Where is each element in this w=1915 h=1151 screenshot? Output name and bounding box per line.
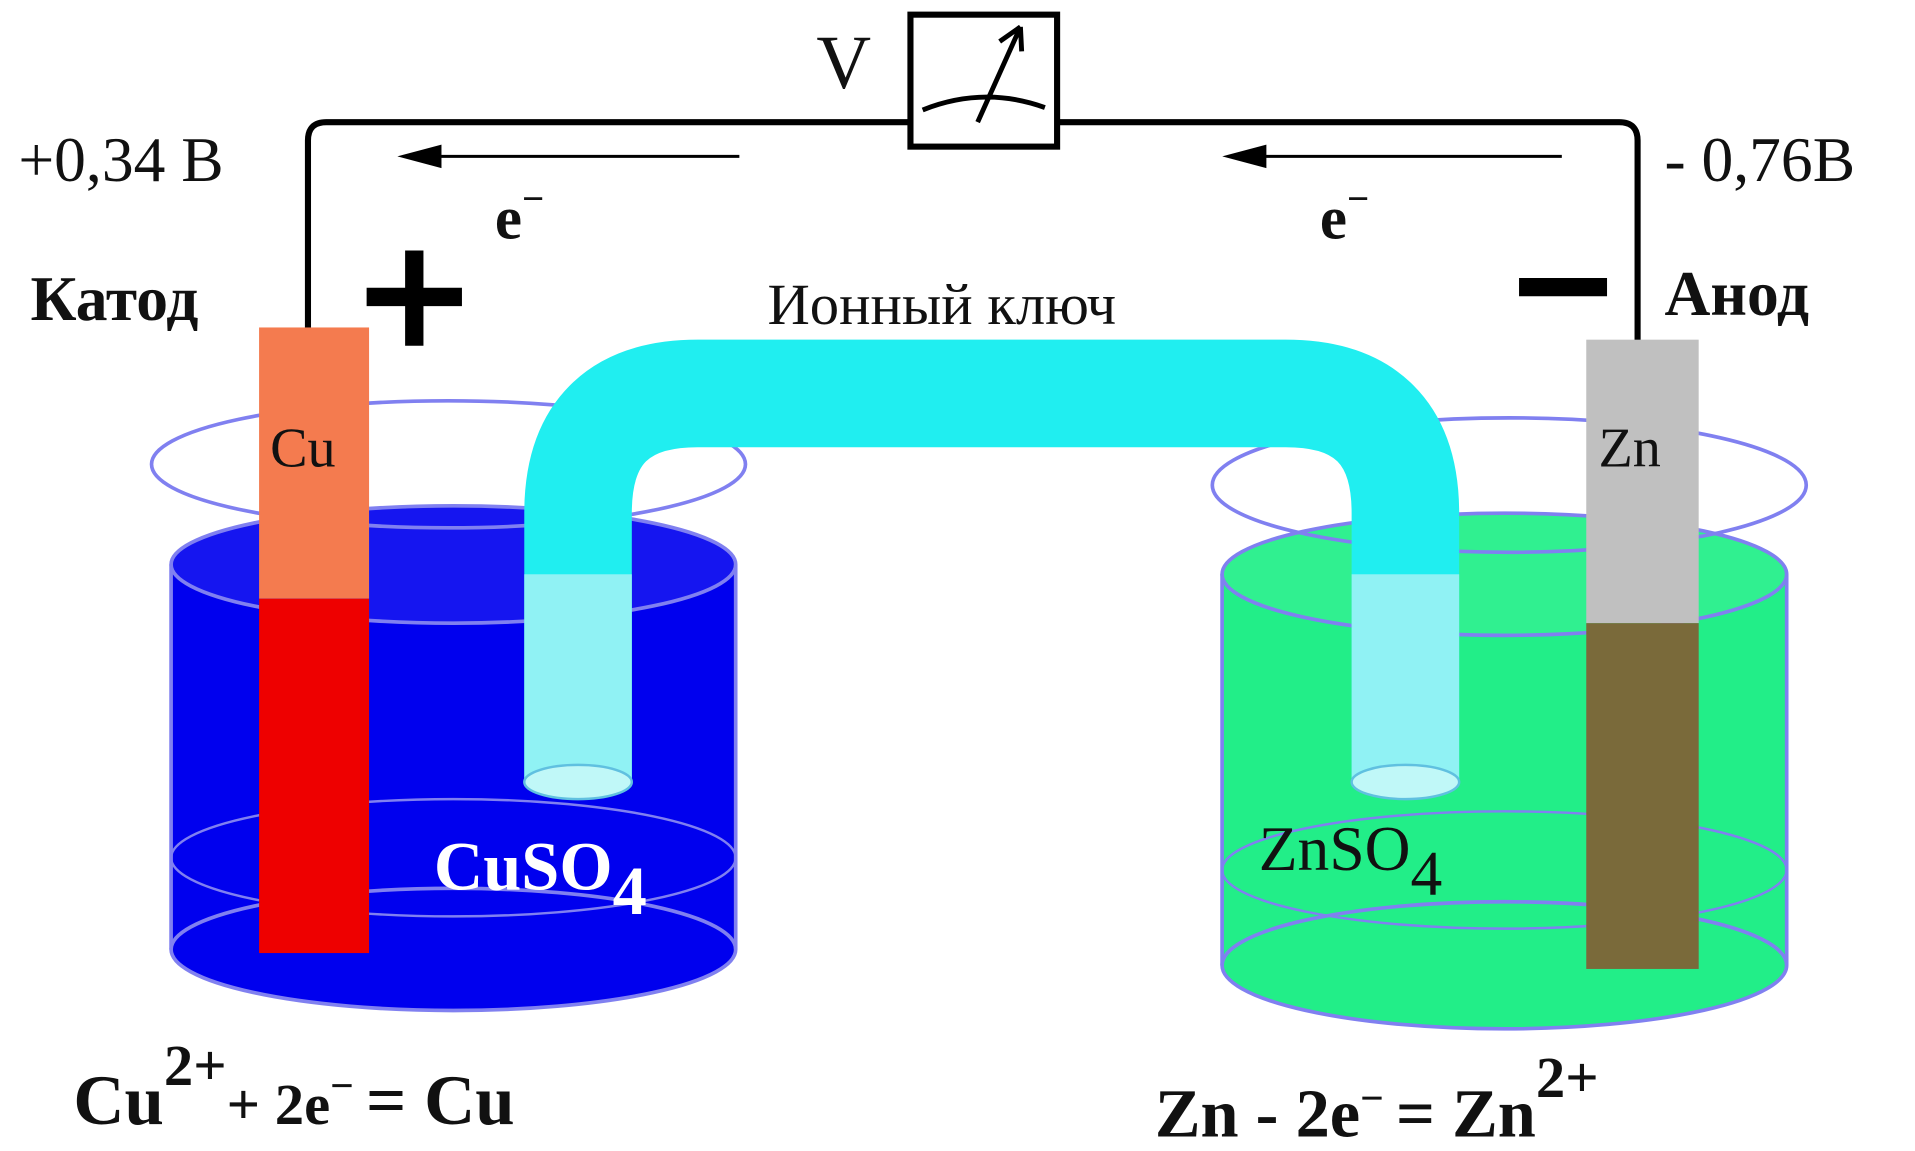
salt-bridge-label: Ионный ключ xyxy=(767,272,1116,337)
text-part: 2+ xyxy=(1536,1045,1599,1110)
electrode-label: Zn xyxy=(1598,418,1660,480)
electron-label: e− xyxy=(495,177,544,252)
electron-label: e− xyxy=(1320,177,1369,252)
text-part: ZnSO xyxy=(1259,813,1411,884)
text-part: − xyxy=(522,177,544,220)
text-part: CuSO xyxy=(434,829,613,905)
solution-label: CuSO4 xyxy=(434,829,647,929)
zinc-electrode-immersed xyxy=(1586,623,1699,969)
electron-arrows xyxy=(397,144,1562,169)
cathode-reaction: Cu2++ 2e− = Cu xyxy=(73,1033,514,1140)
text-part: − xyxy=(1347,177,1369,220)
copper-electrode xyxy=(259,327,370,599)
anode-reaction: Zn - 2e− = Zn2+ xyxy=(1155,1045,1599,1151)
text-part: − xyxy=(1360,1075,1384,1121)
voltmeter-label: V xyxy=(816,21,871,105)
electrode-label: Cu xyxy=(270,418,336,480)
copper-electrode-immersed xyxy=(259,598,370,954)
salt-bridge xyxy=(524,339,1460,782)
text-part: Cu xyxy=(73,1062,164,1140)
text-part: = Zn xyxy=(1396,1075,1536,1151)
text-part: + 2e xyxy=(227,1072,330,1137)
text-part: e xyxy=(495,185,522,252)
salt-bridge-end xyxy=(1350,763,1461,801)
text-part: = Cu xyxy=(366,1062,515,1140)
text-part: 4 xyxy=(1411,837,1443,908)
anode-name: Анод xyxy=(1664,258,1809,329)
anode-potential: - 0,76В xyxy=(1664,124,1855,195)
cathode-potential: +0,34 В xyxy=(18,124,223,195)
cathode-name: Катод xyxy=(31,263,199,334)
zinc-electrode xyxy=(1586,339,1699,624)
solution-label: ZnSO4 xyxy=(1259,813,1443,908)
salt-bridge-end xyxy=(1351,574,1460,782)
text-part: 4 xyxy=(613,853,647,929)
salt-bridge-end xyxy=(523,763,634,801)
salt-bridge-end xyxy=(524,574,632,782)
text-part: 2+ xyxy=(164,1033,227,1098)
voltmeter-needle xyxy=(921,24,1046,124)
text-part: − xyxy=(330,1063,354,1109)
plus-sign xyxy=(366,250,462,346)
text-part: e xyxy=(1320,185,1347,252)
text-part: Zn - 2e xyxy=(1155,1075,1360,1151)
voltmeter xyxy=(907,11,1061,150)
znso4-beaker xyxy=(1210,416,1809,1031)
cuso4-beaker xyxy=(149,398,748,1013)
